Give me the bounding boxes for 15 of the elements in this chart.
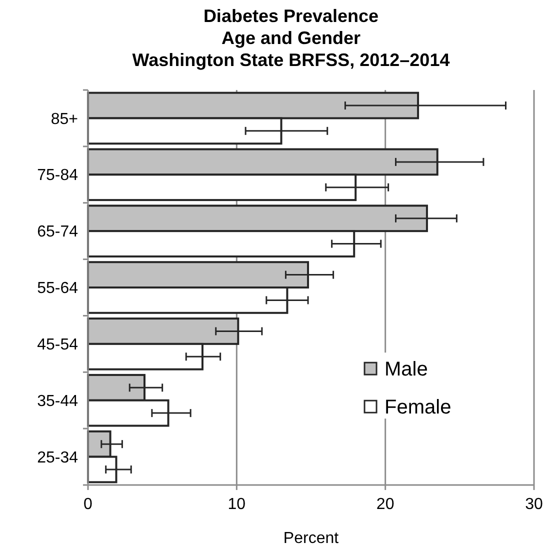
chart-title: Diabetes Prevalence Age and Gender Washington State BRFSS, 2012–2014 [132,6,450,70]
y-tick-label: 85+ [50,110,78,128]
legend-label: Female [384,396,452,419]
x-tick-label: 30 [525,496,543,513]
legend-label: Male [384,358,428,381]
x-tick-label: 0 [84,496,93,513]
x-tick-label: 20 [376,496,394,513]
x-tick-label: 10 [228,496,246,513]
y-tick-label: 65-74 [37,224,78,241]
y-tick-label: 35-44 [37,392,78,410]
y-tick-label: 55-64 [37,280,78,298]
y-tick-label: 25-34 [37,449,78,466]
y-tick-label: 45-54 [37,336,78,354]
y-tick-label: 75-84 [37,167,78,184]
x-axis-title: Percent [283,530,340,547]
